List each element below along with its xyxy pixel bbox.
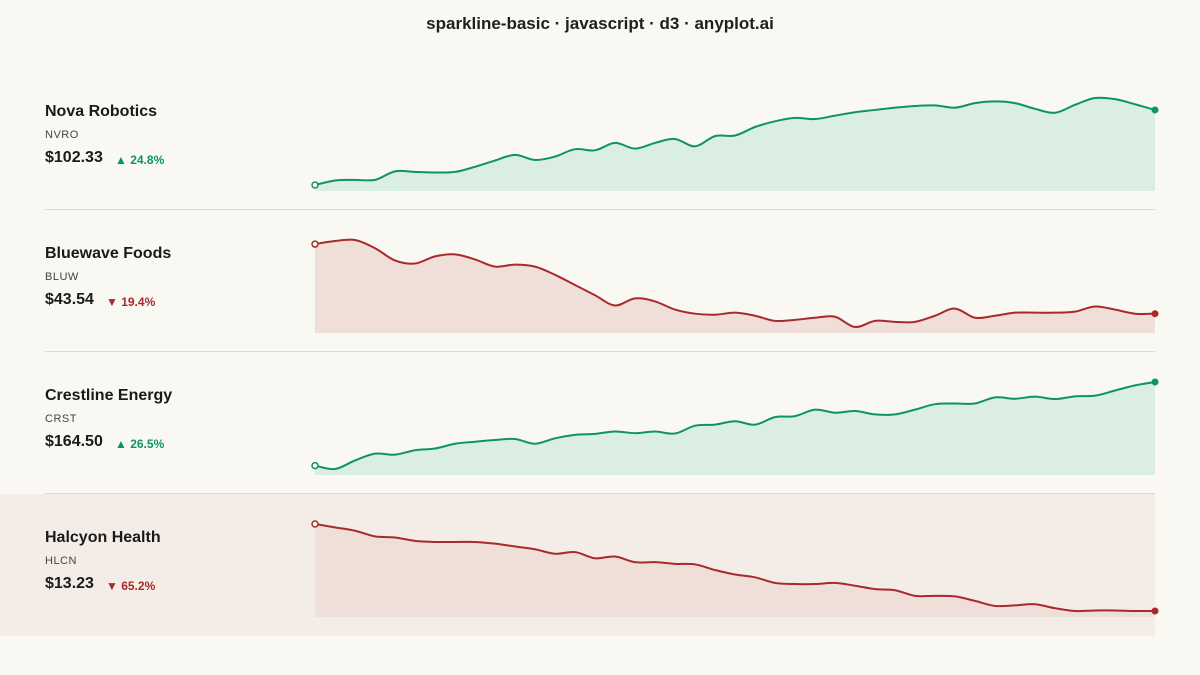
sparkline-line [314,523,1156,613]
sparkline-row-nvro: Nova Robotics NVRO $102.33 ▲ 24.8% [0,68,1200,210]
sparkline-start-point [311,240,319,248]
sparkline-chart [311,520,1159,617]
sparkline-row-hlcn: Halcyon Health HLCN $13.23 ▼ 65.2% [0,494,1159,636]
change-percent: ▲ 24.8% [115,153,165,167]
ticker-symbol: CRST [45,413,77,425]
company-name: Halcyon Health [45,529,161,546]
ticker-symbol: BLUW [45,271,79,283]
change-percent: ▼ 19.4% [106,295,156,309]
change-percent: ▲ 26.5% [115,437,165,451]
sparkline-start-point [311,461,319,470]
price-value: $43.54 [45,291,94,308]
sparkline-line [314,238,1156,329]
change-percent: ▼ 65.2% [106,579,156,593]
sparkline-end-point [1151,106,1159,114]
sparkline-line [314,381,1156,471]
sparkline-area [315,97,1155,191]
price-value: $164.50 [45,433,103,450]
sparkline-end-point [1151,310,1159,318]
row-divider [45,493,1155,494]
sparkline-end-point [1151,607,1159,615]
company-name: Crestline Energy [45,387,173,404]
page-title: sparkline-basic · javascript · d3 · anyp… [426,14,774,33]
price-value: $102.33 [45,149,103,166]
ticker-symbol: NVRO [45,129,79,141]
sparkline-chart [311,96,1159,191]
sparkline-chart [311,238,1159,333]
row-divider [45,351,1155,352]
sparkline-area [315,382,1155,475]
sparkline-area [315,239,1155,333]
company-name: Nova Robotics [45,103,158,120]
sparkline-start-point [311,181,319,189]
sparkline-end-point [1151,378,1159,386]
company-name: Bluewave Foods [45,245,172,262]
row-divider [45,209,1155,210]
sparkline-start-point [311,520,319,528]
price-value: $13.23 [45,575,94,592]
sparkline-line [314,96,1156,186]
sparkline-area [315,524,1155,617]
sparkline-chart [311,378,1159,475]
ticker-symbol: HLCN [45,555,77,567]
sparkline-row-crst: Crestline Energy CRST $164.50 ▲ 26.5% [0,352,1200,494]
sparkline-row-bluw: Bluewave Foods BLUW $43.54 ▼ 19.4% [0,210,1200,352]
